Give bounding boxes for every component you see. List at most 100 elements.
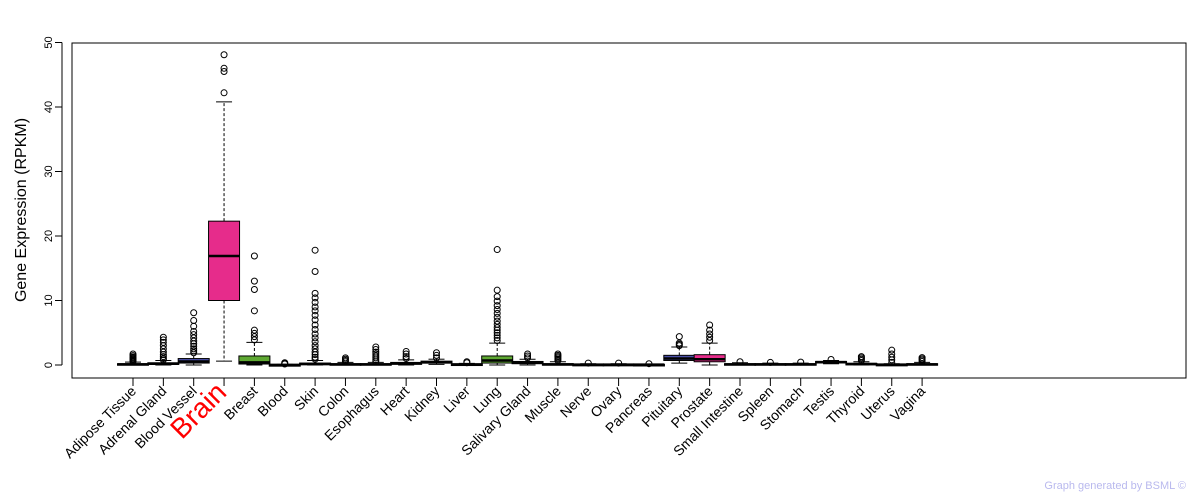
box-testis — [815, 356, 848, 365]
outlier-point — [311, 326, 319, 334]
y-tick-label: 50 — [43, 36, 55, 48]
outlier-point — [311, 338, 319, 346]
x-tick-label: Vagina — [887, 383, 929, 425]
outlier-point — [797, 358, 805, 366]
box-ovary — [602, 359, 635, 367]
outlier-point — [554, 350, 562, 358]
outlier-point — [402, 353, 410, 361]
y-axis: 0 10 20 30 40 50 — [43, 36, 63, 368]
box-heart — [390, 347, 423, 366]
outlier-point — [706, 326, 714, 334]
outlier-point — [311, 342, 319, 350]
outlier-point — [372, 343, 380, 351]
y-axis-label: Gene Expression (RPKM) — [13, 118, 30, 302]
outlier-point — [190, 345, 198, 353]
outlier-point — [706, 330, 714, 338]
box-esophagus — [359, 343, 392, 366]
outlier-point — [311, 298, 319, 306]
outlier-point — [433, 349, 440, 357]
box-series — [117, 51, 939, 368]
outlier-point — [311, 289, 319, 297]
outlier-point — [433, 351, 440, 359]
outlier-point — [311, 355, 319, 363]
outlier-point — [493, 313, 501, 321]
box-small-intestine — [724, 358, 756, 366]
outlier-point — [888, 346, 896, 354]
outlier-point — [766, 358, 774, 366]
box-adipose-tissue — [117, 350, 149, 366]
box-skin — [299, 246, 332, 366]
box-blood — [268, 359, 301, 368]
outlier-point — [190, 342, 198, 350]
outlier-point — [311, 294, 319, 302]
outlier-point — [190, 316, 198, 324]
outlier-point — [220, 51, 228, 59]
outlier-point — [250, 286, 258, 294]
box-iqr — [208, 220, 241, 301]
outlier-point — [524, 352, 532, 360]
outlier-point — [159, 336, 167, 344]
outlier-point — [433, 354, 440, 362]
outlier-point — [129, 350, 137, 358]
credit-text: Graph generated by BSML © — [1044, 480, 1186, 492]
outlier-point — [159, 353, 167, 361]
outlier-point — [311, 353, 319, 361]
y-tick-label: 10 — [43, 294, 55, 306]
box-breast — [238, 252, 271, 366]
outlier-point — [493, 297, 501, 305]
outlier-point — [311, 307, 319, 315]
outlier-point — [706, 333, 714, 341]
outlier-point — [645, 360, 653, 368]
x-tick-label: Nerve — [557, 383, 595, 421]
box-salivary-gland — [511, 350, 544, 366]
box-brain — [208, 51, 241, 362]
y-tick-label: 40 — [43, 101, 55, 113]
outlier-point — [220, 64, 228, 72]
box-iqr — [238, 355, 271, 365]
box-stomach — [784, 358, 817, 366]
x-tick-label: Kidney — [401, 383, 443, 425]
outlier-point — [159, 338, 167, 346]
outlier-point — [250, 329, 258, 337]
outlier-point — [493, 334, 501, 342]
outlier-point — [372, 348, 380, 356]
outlier-point — [311, 246, 319, 254]
outlier-point — [311, 321, 319, 329]
outlier-point — [493, 302, 501, 310]
outlier-point — [493, 306, 501, 314]
box-thyroid — [845, 353, 878, 366]
outlier-point — [888, 350, 896, 358]
outlier-point — [493, 320, 501, 328]
outlier-point — [159, 333, 167, 341]
outlier-point — [493, 246, 501, 254]
outlier-point — [311, 334, 319, 342]
box-blood-vessel — [177, 309, 210, 366]
outlier-point — [220, 68, 228, 76]
outlier-point — [372, 350, 380, 358]
box-pancreas — [632, 360, 665, 368]
box-liver — [450, 358, 483, 367]
outlier-point — [311, 345, 319, 353]
outlier-point — [311, 330, 319, 338]
outlier-point — [220, 89, 228, 97]
outlier-point — [190, 347, 198, 355]
outlier-point — [706, 321, 714, 329]
outlier-point — [250, 326, 258, 334]
outlier-point — [493, 317, 501, 325]
y-tick-label: 20 — [43, 230, 55, 242]
outlier-point — [493, 293, 501, 301]
outlier-point — [250, 252, 258, 260]
outlier-point — [311, 311, 319, 319]
box-kidney — [420, 349, 453, 365]
box-muscle — [541, 350, 574, 366]
outlier-point — [827, 356, 835, 364]
x-tick-label: Blood — [254, 383, 291, 420]
outlier-point — [402, 355, 410, 363]
outlier-point — [888, 358, 896, 366]
outlier-point — [463, 358, 471, 366]
outlier-point — [190, 327, 198, 335]
outlier-point — [190, 309, 198, 317]
box-nerve — [572, 359, 605, 367]
